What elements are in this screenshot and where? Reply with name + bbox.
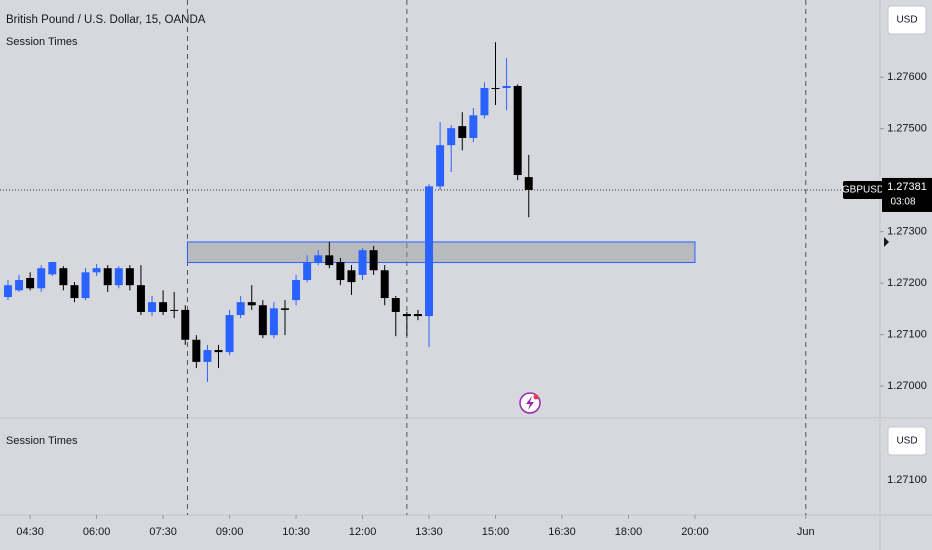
symbol-label: GBPUSD bbox=[842, 185, 884, 196]
candle-body bbox=[192, 339, 201, 362]
candle-body bbox=[247, 302, 256, 306]
candle-body bbox=[436, 145, 445, 187]
candle-body bbox=[170, 309, 179, 311]
candle-body bbox=[26, 277, 35, 289]
x-tick-label: 18:00 bbox=[615, 526, 643, 538]
candle-body bbox=[447, 128, 456, 146]
candle-body bbox=[336, 262, 345, 281]
scroll-arrow[interactable] bbox=[884, 237, 889, 247]
symbol-tag bbox=[843, 180, 883, 199]
x-tick-label: 16:30 bbox=[548, 526, 576, 538]
price-tag-label: 1.27381 bbox=[887, 181, 927, 193]
candle-body bbox=[402, 314, 411, 317]
candle-body bbox=[502, 85, 511, 89]
price-tag bbox=[882, 177, 932, 212]
y-tick-label: 1.27500 bbox=[887, 123, 927, 135]
candle-body bbox=[15, 280, 24, 291]
lower-price-label: 1.27100 bbox=[887, 474, 927, 486]
chart-title: British Pound / U.S. Dollar, 15, OANDA bbox=[6, 14, 206, 26]
candle-body bbox=[303, 262, 312, 281]
candle-body bbox=[48, 262, 57, 275]
candle-body bbox=[258, 305, 267, 336]
candle-body bbox=[125, 268, 134, 286]
candle-body bbox=[225, 315, 234, 353]
candle-body bbox=[369, 250, 378, 271]
candle-body bbox=[480, 88, 489, 116]
alert-bolt bbox=[526, 396, 534, 410]
candle-body bbox=[491, 88, 500, 90]
y-tick-label: 1.27000 bbox=[887, 380, 927, 392]
candle-body bbox=[114, 268, 123, 286]
candle-body bbox=[3, 285, 12, 298]
y-tick-label: 1.27300 bbox=[887, 226, 927, 238]
candle-body bbox=[469, 115, 478, 138]
candle-body bbox=[292, 280, 301, 301]
candle-body bbox=[325, 255, 334, 266]
x-tick-label: 15:00 bbox=[482, 526, 510, 538]
indicator-label: Session Times bbox=[6, 36, 78, 48]
candle-body bbox=[513, 85, 522, 176]
candle-body bbox=[358, 250, 367, 275]
candle-body bbox=[524, 177, 533, 190]
x-tick-label: 07:30 bbox=[149, 526, 177, 538]
y-tick-label: 1.27600 bbox=[887, 71, 927, 83]
candle-body bbox=[148, 302, 157, 312]
candle-body bbox=[458, 126, 467, 138]
alert-dot bbox=[533, 394, 539, 400]
candle-body bbox=[81, 272, 90, 299]
y-tick-label: 1.27100 bbox=[887, 329, 927, 341]
x-tick-label: 12:00 bbox=[349, 526, 377, 538]
candle-body bbox=[413, 314, 422, 317]
candle-body bbox=[236, 302, 245, 316]
currency-button[interactable] bbox=[887, 5, 927, 35]
candle-body bbox=[380, 270, 389, 299]
candle-body bbox=[181, 309, 190, 340]
x-tick-label: 20:00 bbox=[681, 526, 709, 538]
x-tick-label: 10:30 bbox=[282, 526, 310, 538]
candle-body bbox=[425, 186, 434, 317]
candle-body bbox=[59, 268, 68, 286]
x-tick-label: 04:30 bbox=[16, 526, 44, 538]
candle-body bbox=[391, 298, 400, 312]
x-tick-label: Jun bbox=[797, 526, 815, 538]
x-tick-label: 09:00 bbox=[216, 526, 244, 538]
candle-body bbox=[103, 268, 112, 286]
lower-currency-button[interactable] bbox=[887, 426, 927, 456]
candle-body bbox=[280, 308, 289, 310]
candle-body bbox=[214, 350, 223, 353]
currency-label: USD bbox=[896, 15, 917, 26]
lower-pane-title: Session Times bbox=[6, 435, 78, 447]
candle-body bbox=[92, 268, 101, 273]
candle-body bbox=[203, 350, 212, 362]
candle-body bbox=[314, 255, 323, 263]
session-box bbox=[186, 241, 696, 264]
candle-body bbox=[70, 285, 79, 299]
candle-body bbox=[269, 308, 278, 336]
candle-body bbox=[159, 302, 168, 312]
x-tick-label: 13:30 bbox=[415, 526, 443, 538]
x-tick-label: 06:00 bbox=[83, 526, 111, 538]
alert-icon[interactable] bbox=[519, 392, 541, 414]
countdown-label: 03:08 bbox=[890, 197, 915, 208]
y-tick-label: 1.27200 bbox=[887, 277, 927, 289]
candle-body bbox=[136, 285, 145, 312]
candle-body bbox=[347, 270, 356, 283]
candle-body bbox=[37, 268, 46, 289]
lower-currency-label: USD bbox=[896, 436, 917, 447]
